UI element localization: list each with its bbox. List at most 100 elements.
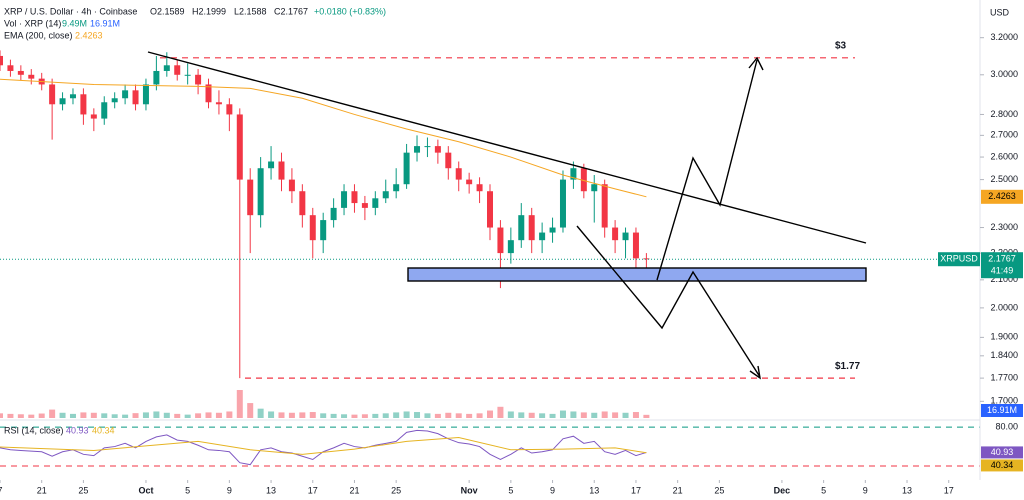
rsi-ma-tag bbox=[981, 459, 1023, 472]
volume-bar bbox=[455, 413, 462, 418]
candle-body bbox=[278, 161, 285, 180]
y-tick-label: 2.6000 bbox=[990, 151, 1018, 161]
x-tick-label: 13 bbox=[902, 485, 912, 495]
volume-bar bbox=[299, 412, 306, 418]
volume-bar bbox=[539, 413, 546, 418]
rsi-line bbox=[0, 429, 647, 466]
y-tick-label: 2.1000 bbox=[990, 274, 1018, 284]
candle-body bbox=[424, 146, 431, 148]
candle-body bbox=[622, 232, 629, 241]
candle-body bbox=[341, 191, 348, 208]
candle-body bbox=[257, 168, 264, 216]
volume-value: 9.49M bbox=[62, 18, 87, 28]
volume-tag-label: 16.91M bbox=[987, 405, 1017, 415]
x-tick-label: 17 bbox=[631, 485, 641, 495]
candle-body bbox=[528, 215, 535, 241]
x-tick-label: 5 bbox=[821, 485, 826, 495]
candle-body bbox=[612, 227, 619, 241]
candle-body bbox=[330, 207, 337, 221]
candle-body bbox=[632, 232, 639, 259]
y-tick-label: 1.7000 bbox=[990, 396, 1018, 406]
volume-bar bbox=[163, 412, 170, 418]
candle-body bbox=[226, 104, 233, 115]
candle-body bbox=[445, 152, 452, 169]
candle-body bbox=[215, 102, 222, 105]
x-tick-label: 21 bbox=[673, 485, 683, 495]
candle-body bbox=[101, 102, 108, 119]
candle-body bbox=[518, 215, 525, 241]
ema-line bbox=[0, 78, 647, 198]
candle-body bbox=[49, 84, 56, 105]
x-tick-label: 5 bbox=[508, 485, 513, 495]
volume-bar bbox=[278, 412, 285, 418]
y-tick-label: 2.5000 bbox=[990, 174, 1018, 184]
ohlc-low: L2.1588 bbox=[234, 6, 267, 16]
candle-body bbox=[268, 161, 275, 169]
candle-body bbox=[466, 179, 473, 185]
y-tick-label: 1.8400 bbox=[990, 350, 1018, 360]
volume-bar bbox=[7, 413, 14, 418]
volume-name: Vol · XRP (14) bbox=[4, 18, 61, 28]
volume-bar bbox=[205, 412, 212, 418]
volume-bar bbox=[393, 412, 400, 418]
y-tick-label: 1.7700 bbox=[990, 372, 1018, 382]
candle-body bbox=[570, 168, 577, 180]
volume-ma: 16.91M bbox=[90, 18, 120, 28]
volume-bar bbox=[330, 413, 337, 418]
symbol: XRP / U.S. Dollar · 4h · Coinbase bbox=[4, 6, 137, 16]
candle-body bbox=[122, 90, 129, 99]
volume-bar bbox=[612, 412, 619, 418]
candle-body bbox=[580, 168, 587, 192]
volume-bar bbox=[38, 413, 45, 418]
volume-bar bbox=[445, 412, 452, 418]
volume-bar bbox=[69, 413, 76, 418]
ema-value: 2.4263 bbox=[75, 30, 103, 40]
candle-body bbox=[403, 152, 410, 185]
x-tick-label: 13 bbox=[266, 485, 276, 495]
arrow-head bbox=[748, 56, 764, 71]
volume-bar bbox=[414, 412, 421, 418]
volume-bar bbox=[236, 390, 243, 418]
symbol-tag-label: XRPUSD bbox=[940, 254, 978, 264]
volume-bar bbox=[403, 411, 410, 418]
arrow-head bbox=[749, 365, 761, 380]
volume-bar bbox=[476, 413, 483, 418]
volume-bar bbox=[49, 409, 56, 418]
volume-bar bbox=[153, 411, 160, 418]
volume-bar bbox=[424, 413, 431, 418]
volume-bar bbox=[580, 412, 587, 418]
candle-body bbox=[195, 74, 202, 85]
candle-body bbox=[7, 65, 14, 71]
x-tick-label: 17 bbox=[944, 485, 954, 495]
plot-area: $3 $1.77 bbox=[0, 40, 980, 466]
y-tick-label: 2.3000 bbox=[990, 222, 1018, 232]
candle-body bbox=[507, 240, 514, 254]
candle-body bbox=[153, 70, 160, 85]
x-tick-label: 9 bbox=[550, 485, 555, 495]
candle-body bbox=[163, 65, 170, 71]
volume-bar bbox=[174, 413, 181, 418]
bear-arrow bbox=[576, 225, 761, 378]
x-tick-label: Oct bbox=[138, 485, 153, 495]
volume-bar bbox=[122, 414, 129, 418]
candle-body bbox=[288, 179, 295, 192]
candle-body bbox=[382, 191, 389, 199]
candle-body bbox=[372, 198, 379, 208]
candle-body bbox=[559, 179, 566, 228]
volume-bar bbox=[90, 412, 97, 418]
volume-bar bbox=[28, 414, 35, 418]
volume-bar bbox=[184, 414, 191, 418]
x-tick-label: 7 bbox=[0, 485, 3, 495]
y-tick-label: 2.0000 bbox=[990, 302, 1018, 312]
volume-bar bbox=[320, 413, 327, 418]
candle-body bbox=[487, 191, 493, 228]
x-tick-label: 17 bbox=[308, 485, 318, 495]
candle-body bbox=[69, 94, 76, 99]
rsi-tag-label: 40.93 bbox=[991, 447, 1014, 457]
support-zone bbox=[407, 267, 867, 282]
x-tick-label: 25 bbox=[78, 485, 88, 495]
ema-tag bbox=[981, 189, 1023, 204]
candle-body bbox=[174, 65, 181, 75]
rsi-tag bbox=[981, 446, 1023, 459]
